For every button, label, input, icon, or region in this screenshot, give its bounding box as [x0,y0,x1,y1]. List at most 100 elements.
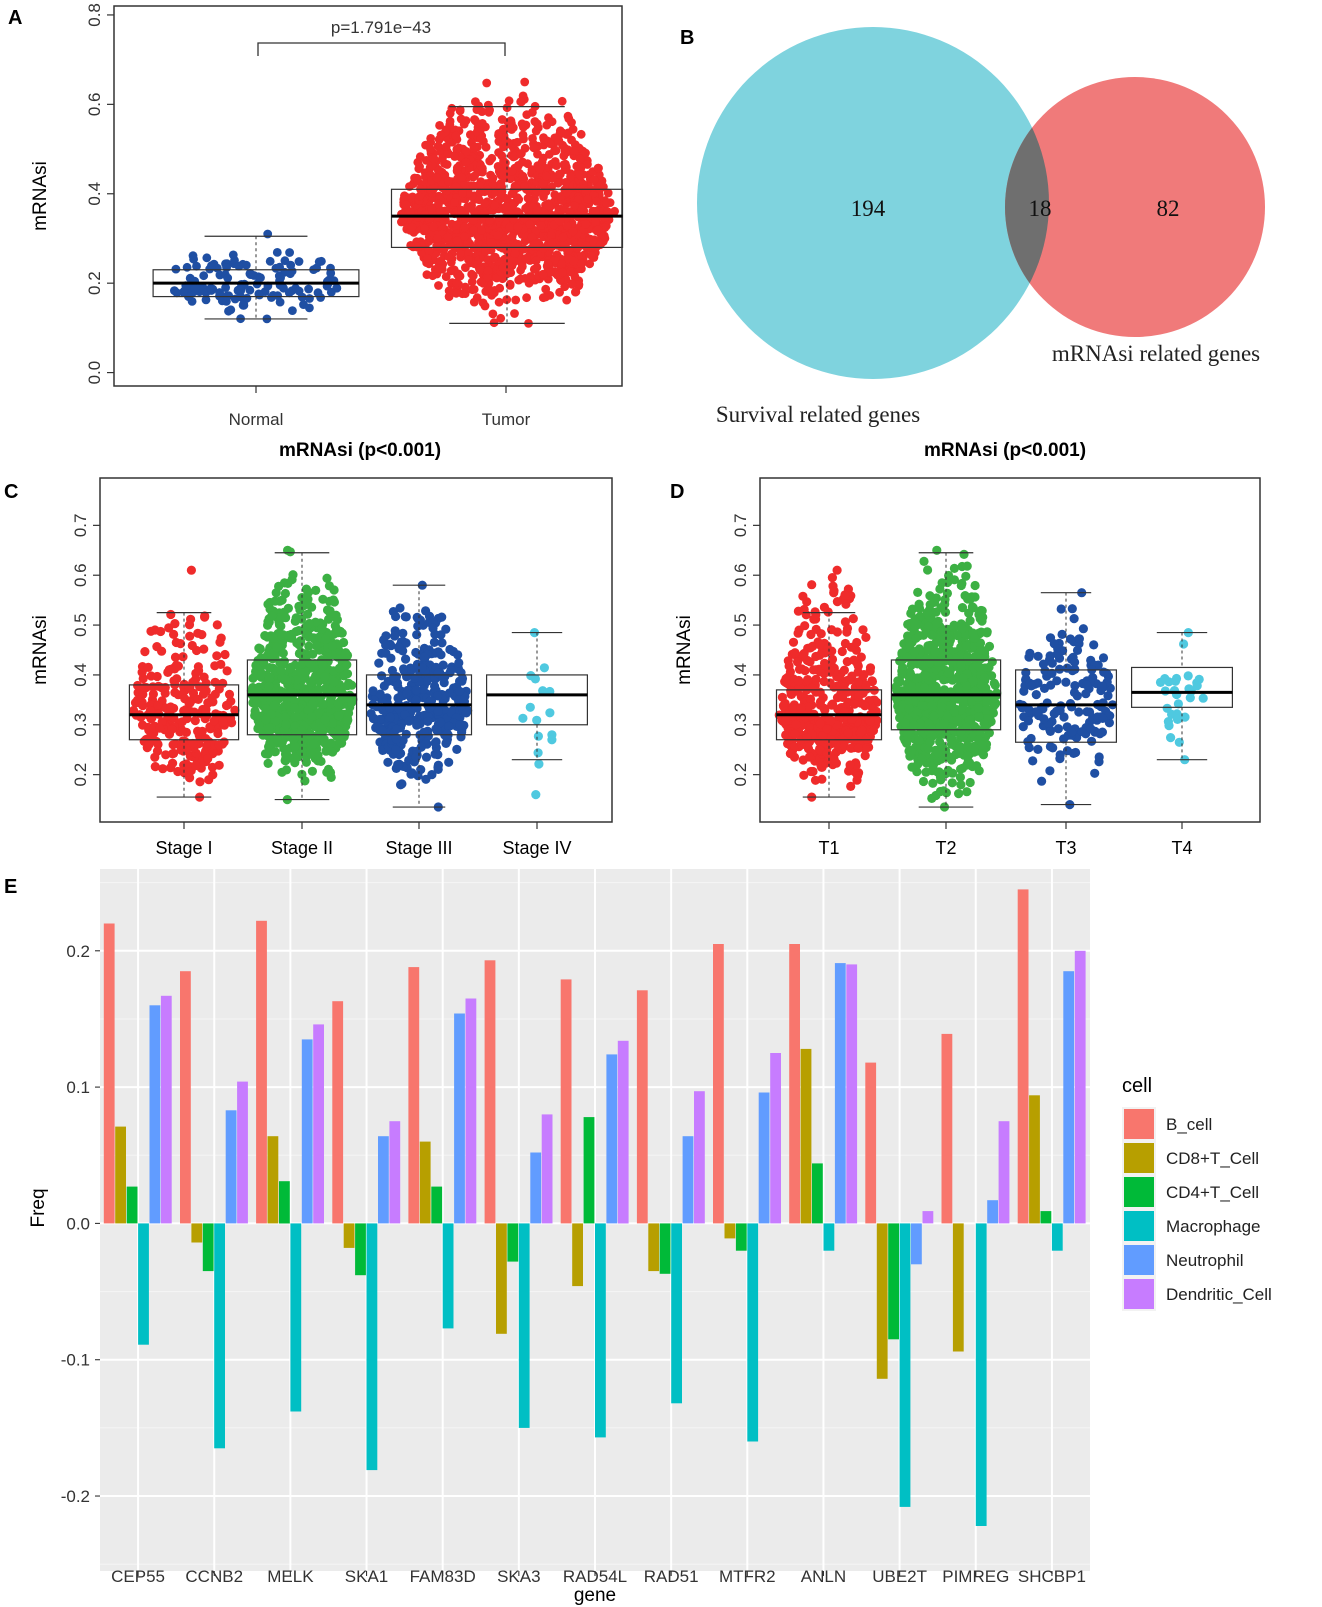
data-point [294,286,304,296]
data-point [516,149,525,159]
data-point [1062,722,1072,732]
data-point [305,731,315,741]
data-point [600,223,610,232]
data-point [976,654,986,664]
data-point [488,173,498,183]
data-point [858,625,868,635]
data-point [267,611,277,621]
data-point [1023,716,1034,726]
data-point [525,220,535,229]
data-point [391,724,402,734]
data-point [278,648,288,658]
data-point [195,682,205,692]
data-point [577,203,586,213]
data-point [460,180,470,190]
legend-label-neutrophil: Neutrophil [1166,1251,1244,1270]
data-point [777,692,788,702]
data-point [303,609,313,619]
data-point [452,163,462,173]
data-point [413,771,423,781]
data-point [218,678,228,689]
data-point [480,199,490,208]
data-point [1077,727,1087,737]
data-point [477,107,487,116]
panel-c-x-ticks: Stage I Stage II Stage III Stage IV [155,822,572,858]
data-point [544,201,554,211]
panel-d-y-axis: 0.20.30.40.50.60.7 [731,514,760,786]
panel-label-e: E [4,876,17,898]
data-point [274,581,284,592]
data-point [516,97,526,107]
data-point [186,565,196,575]
data-point [264,663,274,673]
data-point [241,260,251,270]
panel-c-y-tick-label: 0.4 [71,663,90,687]
data-point [943,633,953,643]
data-point [304,284,313,294]
data-point [304,632,314,642]
data-point [281,765,292,775]
data-point [456,732,466,742]
data-point [485,216,495,225]
panel-e-y-axis: -0.2-0.10.00.10.2 [61,942,100,1506]
data-point [262,632,272,642]
data-point [344,708,354,718]
bar-neutrophil [1063,971,1075,1224]
data-point [1032,707,1042,717]
data-point [530,239,540,249]
data-point [144,739,154,750]
data-point [170,652,181,662]
data-point [505,174,515,184]
data-point [280,588,290,599]
data-point [460,282,470,292]
data-point [308,649,318,659]
panel-e-y-label: Freq [28,1188,49,1227]
data-point [452,145,462,154]
data-point [1059,712,1069,722]
data-point [1183,671,1193,681]
data-point [469,225,478,235]
data-point [953,683,964,693]
group-stage-i [128,565,240,802]
data-point [793,628,803,638]
data-point [270,596,280,606]
data-point [264,681,274,691]
data-point [507,232,517,242]
data-point [280,674,290,684]
data-point [788,704,799,714]
data-point [488,286,498,296]
data-point [296,725,307,735]
bar-dendritic_cell [617,1040,629,1224]
data-point [263,758,273,769]
data-point [210,661,220,671]
data-point [917,691,927,702]
data-point [523,159,532,169]
data-point [979,718,989,728]
x-tick-label-stage-i: Stage I [155,838,212,858]
data-point [480,301,490,311]
bar-neutrophil [606,1054,618,1224]
data-point [574,280,584,289]
data-point [150,752,160,762]
data-point [860,701,870,711]
bar-cd4+t_cell [507,1223,519,1262]
data-point [1162,703,1172,713]
data-point [461,263,470,272]
data-point [326,746,336,757]
bar-neutrophil [758,1092,770,1224]
data-point [811,614,821,624]
data-point [790,729,800,739]
y-tick-label: -0.2 [61,1487,90,1506]
group-normal [152,229,360,324]
data-point [853,677,863,687]
x-tick-label-fam83d: FAM83D [410,1567,476,1586]
data-point [193,628,203,638]
data-point [316,756,326,767]
data-point [541,284,551,294]
bar-dendritic_cell [465,998,477,1224]
data-point [224,689,235,700]
bar-dendritic_cell [237,1081,248,1224]
data-point [501,158,510,168]
data-point [957,603,968,613]
data-point [189,254,199,264]
